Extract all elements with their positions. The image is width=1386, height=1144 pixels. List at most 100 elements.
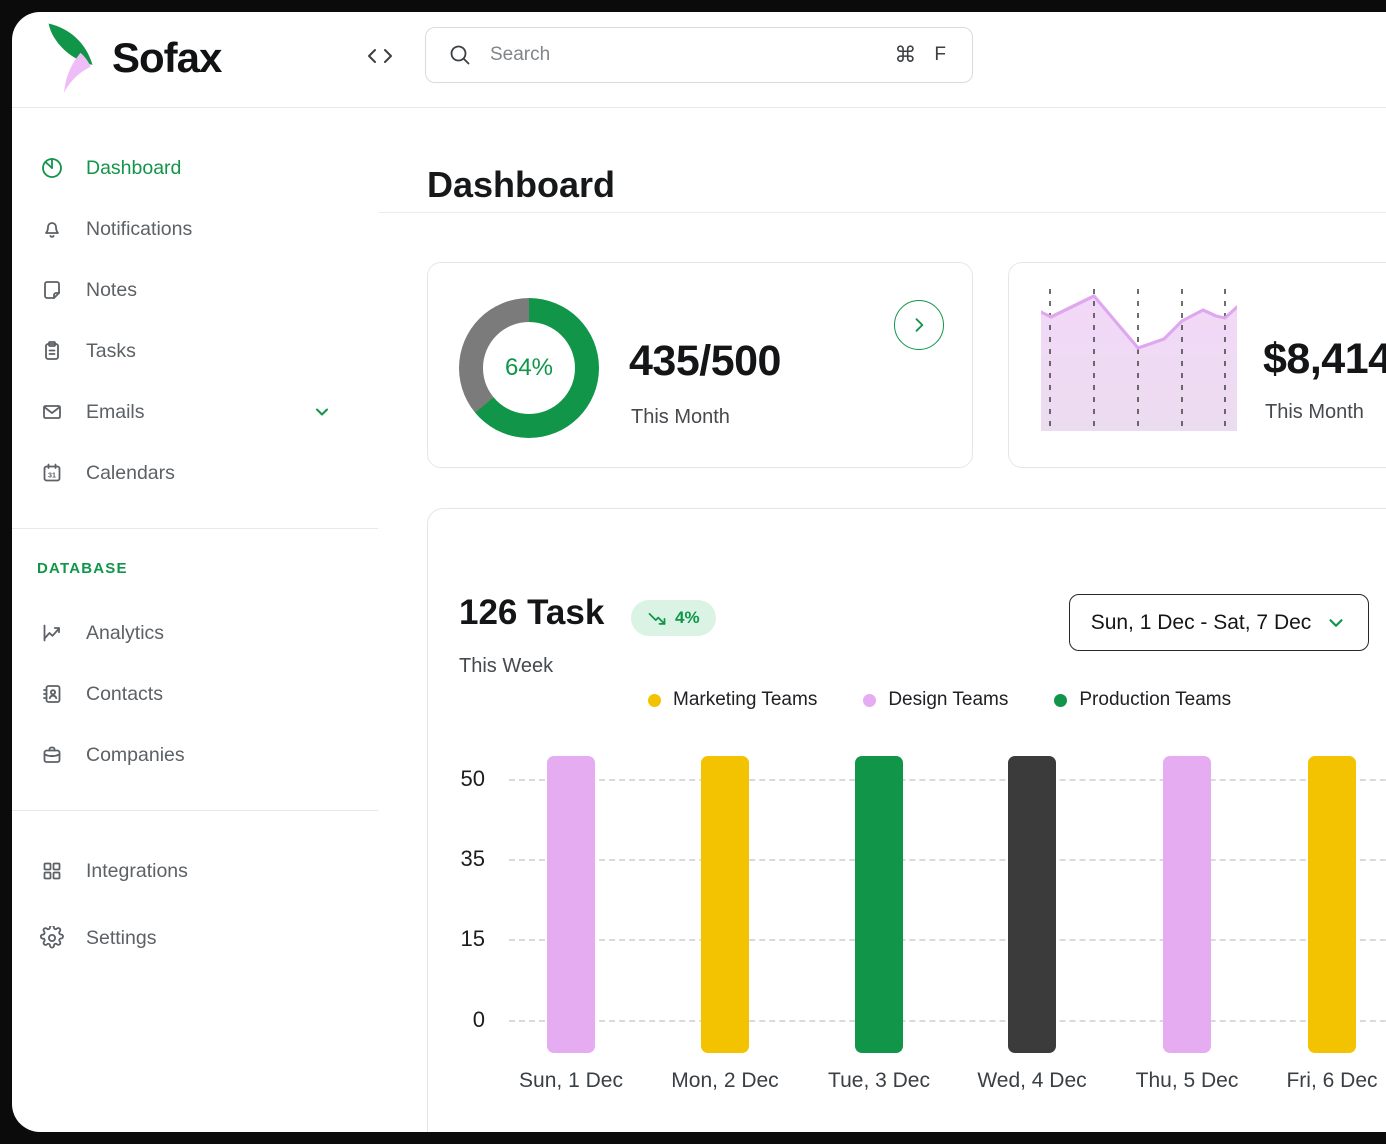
app-window: Sofax ⌘ F Dashboard Notifications Notes Tas… [12, 12, 1386, 1132]
sidebar-divider [12, 528, 378, 529]
trending-down-icon [648, 612, 666, 625]
revenue-caption: This Month [1265, 401, 1364, 423]
note-icon [40, 278, 64, 302]
progress-caption: This Month [631, 406, 730, 428]
chart-gridline [509, 779, 1386, 781]
sidebar-item-notifications[interactable]: Notifications [40, 209, 350, 249]
bell-icon [40, 217, 64, 241]
progress-card: 64% 435/500 This Month [427, 262, 973, 468]
legend-label: Marketing Teams [673, 689, 818, 710]
sidebar: Dashboard Notifications Notes Tasks Emails 31… [12, 108, 378, 1132]
sidebar-item-calendars[interactable]: 31 Calendars [40, 453, 350, 493]
brand-name: Sofax [112, 34, 222, 81]
sidebar-item-tasks[interactable]: Tasks [40, 331, 350, 371]
grid-icon [40, 859, 64, 883]
sidebar-item-label: Notifications [86, 217, 193, 240]
sidebar-item-label: Dashboard [86, 156, 182, 179]
page-title: Dashboard [427, 164, 616, 206]
sidebar-item-label: Emails [86, 400, 145, 423]
command-icon: ⌘ [894, 42, 917, 67]
legend-label: Production Teams [1079, 689, 1232, 710]
tasks-delta-value: 4% [675, 608, 700, 627]
donut-percent: 64% [504, 354, 554, 381]
sidebar-collapse-icon[interactable] [360, 40, 400, 72]
bar-thu [1163, 756, 1211, 1053]
sidebar-item-label: Tasks [86, 339, 136, 362]
bar-fri [1308, 756, 1356, 1053]
chevron-down-icon [312, 402, 332, 422]
sidebar-item-label: Settings [86, 926, 157, 949]
legend-dot-icon [863, 693, 877, 707]
sidebar-item-dashboard[interactable]: Dashboard [40, 148, 350, 188]
topbar-divider [12, 107, 1386, 108]
sidebar-item-integrations[interactable]: Integrations [40, 851, 350, 891]
bar-sun [547, 756, 595, 1053]
x-axis-label: Mon, 2 Dec [671, 1069, 779, 1092]
briefcase-icon [40, 743, 64, 767]
legend-item: Design Teams [863, 689, 1008, 711]
tasks-caption: This Week [459, 655, 554, 677]
revenue-amount: $8,414 [1263, 335, 1386, 383]
legend-dot-icon [648, 693, 661, 707]
chart-legend: Marketing Teams Design Teams Production Te… [648, 689, 1231, 711]
bar-wed [1008, 756, 1056, 1053]
legend-label: Design Teams [888, 689, 1009, 710]
sidebar-item-settings[interactable]: Settings [40, 918, 350, 958]
progress-details-button[interactable] [894, 300, 944, 350]
calendar-icon: 31 [40, 461, 64, 485]
brand-logo: Sofax [40, 18, 222, 98]
pie-chart-icon [40, 156, 64, 180]
chevron-down-icon [1329, 618, 1343, 627]
bar-tue [855, 756, 903, 1053]
x-axis-label: Thu, 5 Dec [1135, 1069, 1239, 1092]
sidebar-divider [12, 810, 378, 811]
chart-gridline [509, 1020, 1386, 1022]
legend-item: Marketing Teams [648, 689, 817, 711]
y-axis-tick: 50 [460, 766, 485, 791]
revenue-card: $8,414 This Month [1008, 262, 1386, 468]
sidebar-item-label: Calendars [86, 461, 175, 484]
sidebar-item-notes[interactable]: Notes [40, 270, 350, 310]
sidebar-item-label: Companies [86, 743, 185, 766]
x-axis-label: Fri, 6 Dec [1286, 1069, 1378, 1092]
page-title-divider [379, 212, 1386, 213]
legend-dot-icon [1054, 693, 1068, 707]
date-range-value: Sun, 1 Dec - Sat, 7 Dec [1090, 610, 1312, 634]
svg-text:31: 31 [48, 470, 56, 479]
chart-gridline [509, 859, 1386, 861]
x-axis-label: Tue, 3 Dec [828, 1069, 930, 1092]
date-range-select[interactable]: Sun, 1 Dec - Sat, 7 Dec [1069, 594, 1369, 651]
x-axis-label: Wed, 4 Dec [977, 1069, 1087, 1092]
brand-logo-icon [48, 23, 93, 93]
y-axis-tick: 15 [460, 926, 485, 951]
sidebar-section-label: DATABASE [37, 560, 128, 577]
search-bar: ⌘ F [425, 27, 973, 83]
bar-mon [701, 756, 749, 1053]
tasks-card: 126 Task 4% This Week Sun, 1 Dec - Sat, … [427, 508, 1386, 1132]
revenue-sparkline [1041, 289, 1237, 431]
tasks-count: 126 Task [459, 593, 605, 632]
envelope-icon [40, 400, 64, 424]
donut-chart: 64% [459, 298, 599, 438]
tasks-delta-badge: 4% [631, 600, 716, 636]
sidebar-item-label: Integrations [86, 859, 188, 882]
clipboard-icon [40, 339, 64, 363]
sidebar-item-contacts[interactable]: Contacts [40, 674, 350, 714]
chevron-right-icon [915, 318, 924, 332]
sidebar-item-analytics[interactable]: Analytics [40, 613, 350, 653]
address-book-icon [40, 682, 64, 706]
progress-value: 435/500 [629, 337, 781, 385]
sidebar-item-companies[interactable]: Companies [40, 735, 350, 775]
x-axis-label: Sun, 1 Dec [519, 1069, 623, 1092]
search-icon [450, 45, 470, 65]
search-input[interactable] [488, 43, 879, 67]
chart-gridline [509, 939, 1386, 941]
search-shortcut: ⌘ F [894, 42, 946, 67]
gear-icon [40, 926, 64, 950]
sidebar-item-label: Contacts [86, 682, 163, 705]
sidebar-item-emails[interactable]: Emails [40, 392, 350, 432]
sidebar-item-label: Analytics [86, 621, 165, 644]
sidebar-item-label: Notes [86, 278, 137, 301]
y-axis-tick: 35 [460, 846, 485, 871]
